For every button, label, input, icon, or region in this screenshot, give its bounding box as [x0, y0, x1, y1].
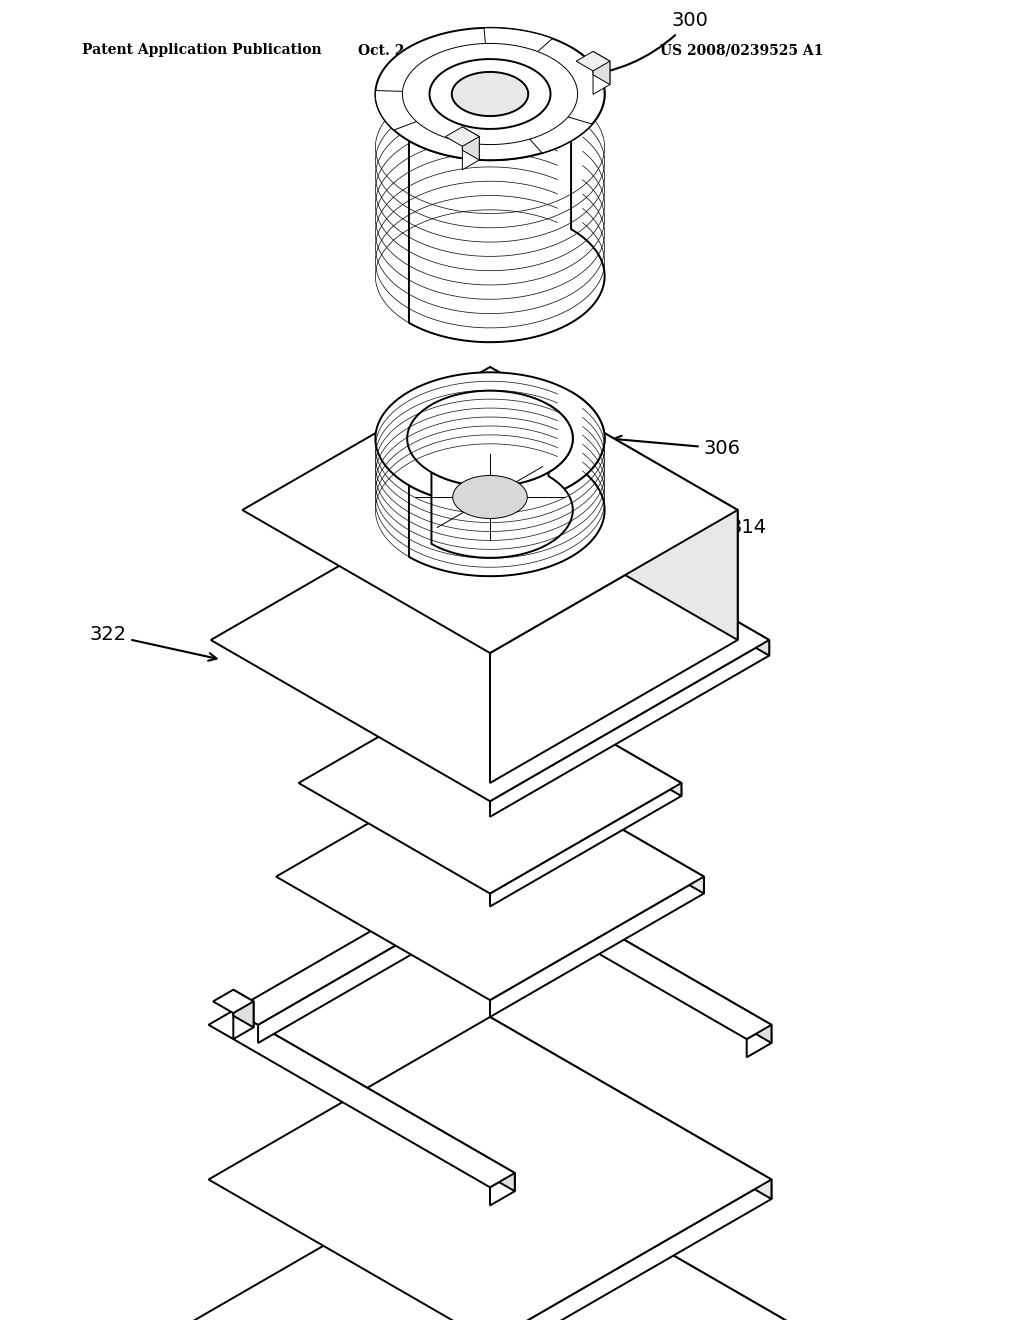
Polygon shape	[490, 876, 703, 1016]
Polygon shape	[409, 48, 604, 342]
Polygon shape	[445, 127, 479, 147]
Polygon shape	[490, 1150, 805, 1320]
Polygon shape	[746, 1024, 771, 1057]
Text: US 2008/0239525 A1: US 2008/0239525 A1	[660, 44, 823, 57]
Polygon shape	[376, 372, 604, 504]
Text: Patent Application Publication: Patent Application Publication	[82, 44, 322, 57]
Polygon shape	[233, 990, 254, 1027]
Polygon shape	[490, 1173, 515, 1205]
Polygon shape	[490, 640, 769, 817]
Polygon shape	[490, 510, 737, 783]
Polygon shape	[452, 71, 528, 116]
Polygon shape	[495, 840, 515, 876]
Text: FIG. 5: FIG. 5	[425, 1210, 555, 1245]
Polygon shape	[463, 136, 479, 170]
Polygon shape	[474, 840, 515, 862]
Polygon shape	[209, 1016, 771, 1320]
Polygon shape	[402, 44, 578, 145]
Polygon shape	[490, 479, 769, 656]
Polygon shape	[526, 115, 592, 153]
Polygon shape	[463, 127, 479, 160]
Polygon shape	[431, 405, 572, 558]
Polygon shape	[593, 51, 610, 84]
Polygon shape	[299, 672, 681, 894]
Polygon shape	[276, 754, 703, 1001]
Polygon shape	[465, 876, 490, 909]
Polygon shape	[233, 876, 490, 1024]
Polygon shape	[495, 850, 515, 888]
Polygon shape	[209, 1011, 515, 1187]
Polygon shape	[593, 61, 610, 94]
Polygon shape	[233, 1011, 515, 1191]
Text: 300: 300	[582, 12, 708, 79]
Polygon shape	[211, 479, 769, 801]
Polygon shape	[429, 59, 551, 129]
Polygon shape	[490, 862, 771, 1043]
Text: 322: 322	[89, 626, 216, 661]
Polygon shape	[233, 1002, 254, 1039]
Polygon shape	[577, 51, 610, 71]
Polygon shape	[484, 28, 552, 55]
Polygon shape	[175, 1150, 805, 1320]
Polygon shape	[490, 367, 737, 640]
Polygon shape	[213, 990, 254, 1014]
Polygon shape	[490, 754, 703, 894]
Polygon shape	[465, 862, 771, 1039]
Polygon shape	[490, 1016, 771, 1199]
Polygon shape	[258, 891, 490, 1043]
Polygon shape	[490, 1180, 771, 1320]
Polygon shape	[243, 367, 737, 653]
Polygon shape	[376, 91, 423, 131]
Text: Oct. 2, 2008   Sheet 5 of 7: Oct. 2, 2008 Sheet 5 of 7	[358, 44, 560, 57]
Polygon shape	[490, 783, 681, 907]
Polygon shape	[490, 672, 681, 796]
Polygon shape	[376, 28, 604, 160]
Text: 306: 306	[613, 436, 740, 458]
Text: 314: 314	[645, 517, 767, 561]
Polygon shape	[408, 391, 572, 486]
Polygon shape	[409, 392, 604, 577]
Polygon shape	[453, 475, 527, 519]
